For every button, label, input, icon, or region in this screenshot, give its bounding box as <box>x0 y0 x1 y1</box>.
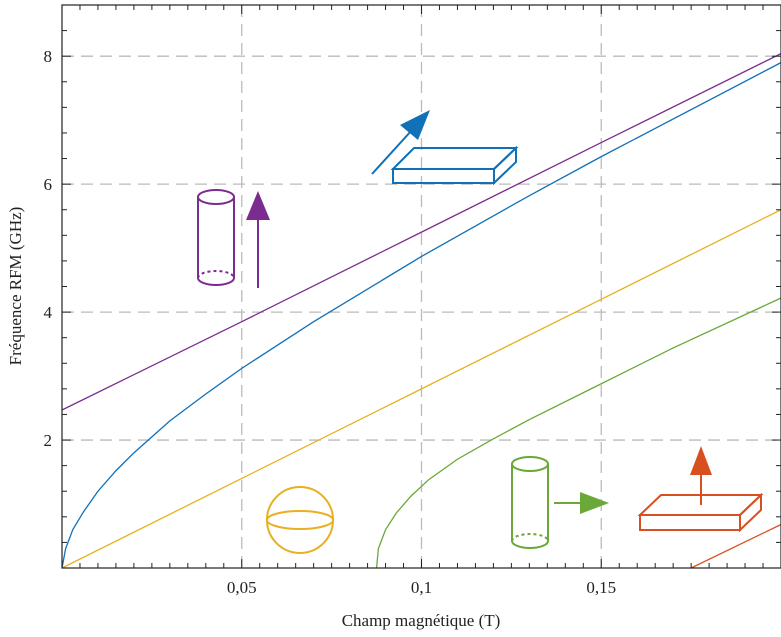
x-tick-label: 0,05 <box>227 578 257 597</box>
icons <box>197 110 764 554</box>
series-line-2 <box>62 62 781 568</box>
sphere-icon <box>266 486 334 554</box>
y-tick-label: 6 <box>44 175 53 194</box>
x-tick-label: 0,1 <box>411 578 432 597</box>
tick-labels: 0,05 0,1 0,15 2 4 6 8 <box>44 47 617 597</box>
ticks <box>61 4 781 569</box>
thin-film-inplane-field-icon <box>371 110 519 186</box>
y-axis-title: Fréquence RFM (GHz) <box>6 207 25 366</box>
grid <box>62 5 781 568</box>
y-tick-label: 8 <box>44 47 53 66</box>
series-group <box>62 53 781 568</box>
series-line-1 <box>62 53 781 411</box>
cylinder-perpendicular-field-icon <box>511 456 609 549</box>
y-tick-label: 4 <box>44 303 53 322</box>
x-tick-label: 0,15 <box>586 578 616 597</box>
series-line-4 <box>375 297 781 568</box>
cylinder-vertical-field-icon <box>197 189 270 288</box>
series-line-5 <box>690 523 781 568</box>
thin-film-perpendicular-field-icon <box>637 446 764 533</box>
y-tick-label: 2 <box>44 431 53 450</box>
x-axis-title: Champ magnétique (T) <box>342 611 501 630</box>
series-line-3 <box>62 209 781 568</box>
